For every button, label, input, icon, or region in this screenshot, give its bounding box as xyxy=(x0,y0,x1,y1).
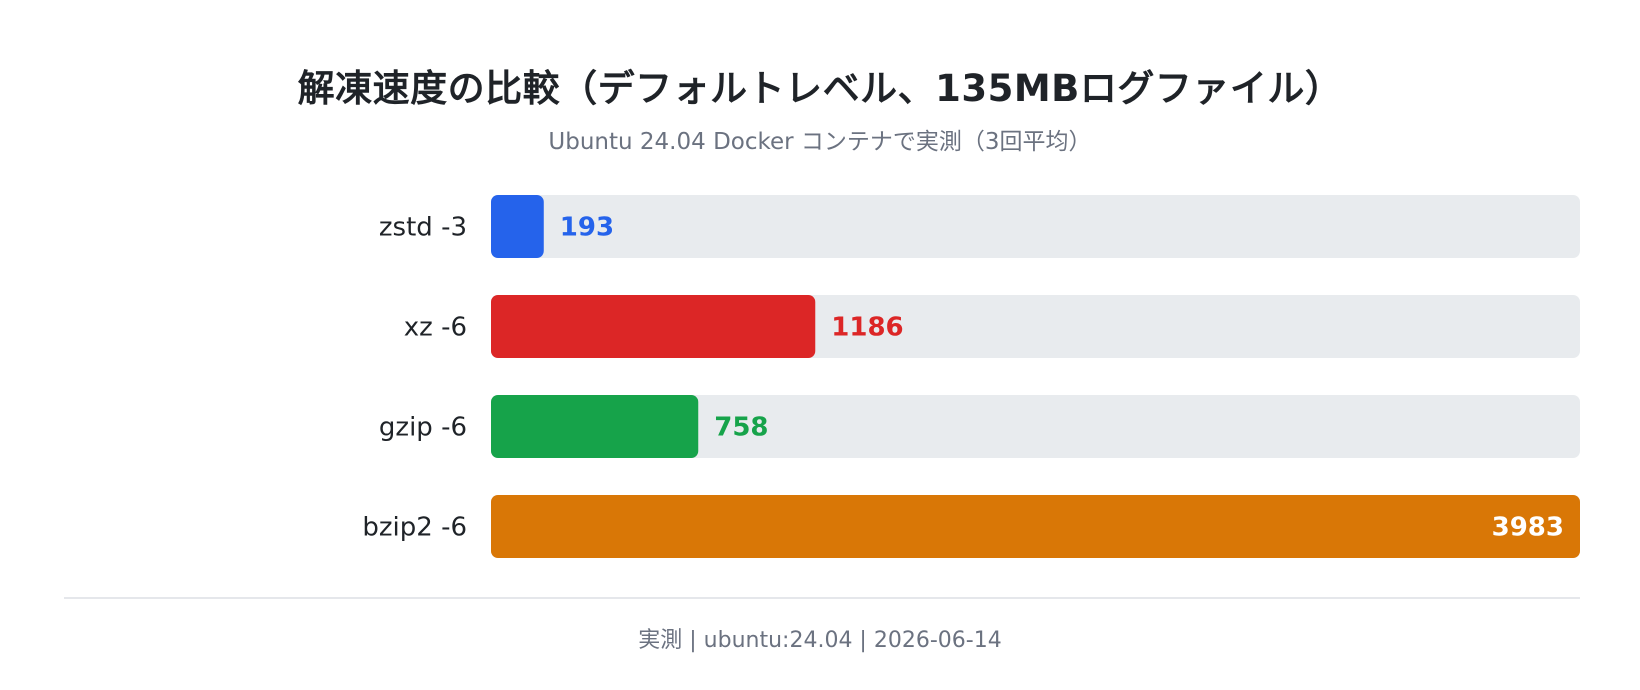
value-label: 758 xyxy=(714,413,768,443)
bar xyxy=(491,495,1580,558)
chart-footer: 実測 | ubuntu:24.04 | 2026-06-14 xyxy=(638,628,1002,653)
value-label: 193 xyxy=(560,213,614,243)
bar xyxy=(491,295,816,358)
category-label: gzip -6 xyxy=(379,413,467,443)
bar-track xyxy=(491,395,1580,458)
bar-chart: zstd -3 193 xz -6 1186 gzip -6 758 bzip2 -6 398… xyxy=(362,195,1580,558)
bar xyxy=(491,195,544,258)
footer-divider xyxy=(64,597,1580,599)
bar-track xyxy=(491,195,1580,258)
bar xyxy=(491,395,699,458)
category-label: bzip2 -6 xyxy=(362,513,467,543)
category-label: xz -6 xyxy=(404,313,467,343)
chart-subtitle: Ubuntu 24.04 Docker コンテナで実測（3回平均） xyxy=(548,129,1092,155)
chart-title: 解凍速度の比較（デフォルトレベル、135MBログファイル） xyxy=(297,67,1343,110)
value-label: 1186 xyxy=(831,313,903,343)
category-label: zstd -3 xyxy=(379,213,467,243)
value-label: 3983 xyxy=(1492,513,1564,543)
